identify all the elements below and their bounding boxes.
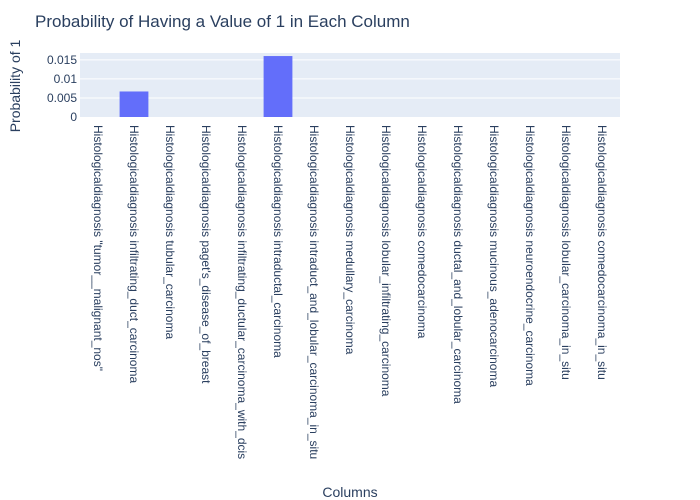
chart-title: Probability of Having a Value of 1 in Ea… [35,12,410,31]
x-tick-label: Histologicaldiagnosis paget's_disease_of… [199,125,213,384]
x-tick-labels: Histologicaldiagnosis "tumor__malignant_… [91,125,609,459]
x-tick-label: Histologicaldiagnosis intraductal_carcin… [271,125,285,358]
gridlines [80,59,620,99]
x-tick-label: Histologicaldiagnosis intraduct_and_lobu… [307,125,321,459]
y-tick-label: 0.005 [47,91,77,105]
y-tick-label: 0.015 [47,53,77,67]
plot-area [80,53,620,117]
x-tick-label: Histologicaldiagnosis tubular_carcinoma [163,125,177,339]
x-tick-label: Histologicaldiagnosis comedocarcinoma [415,125,429,339]
bar[interactable] [119,91,149,117]
x-tick-label: Histologicaldiagnosis infiltrating_duct_… [127,125,141,383]
x-tick-label: Histologicaldiagnosis "tumor__malignant_… [91,125,105,371]
x-axis-title: Columns [322,484,377,500]
x-tick-label: Histologicaldiagnosis lobular_carcinoma_… [559,125,573,380]
x-tick-label: Histologicaldiagnosis comedocarcinoma_in… [595,125,609,380]
x-tick-label: Histologicaldiagnosis mucinous_adenocarc… [487,125,501,387]
y-tick-label: 0 [70,110,77,124]
bar[interactable] [263,56,293,117]
x-tick-label: Histologicaldiagnosis infiltrating_ductu… [235,125,249,459]
y-tick-labels: 0 0.005 0.01 0.015 [47,53,77,124]
x-tick-label: Histologicaldiagnosis ductal_and_lobular… [451,125,465,404]
x-tick-label: Histologicaldiagnosis medullary_carcinom… [343,125,357,355]
y-axis-title: Probability of 1 [7,39,23,132]
x-tick-label: Histologicaldiagnosis neuroendocrine_car… [523,125,537,386]
bars [119,56,293,117]
x-tick-label: Histologicaldiagnosis lobular_infiltrati… [379,125,393,397]
y-tick-label: 0.01 [54,72,78,86]
